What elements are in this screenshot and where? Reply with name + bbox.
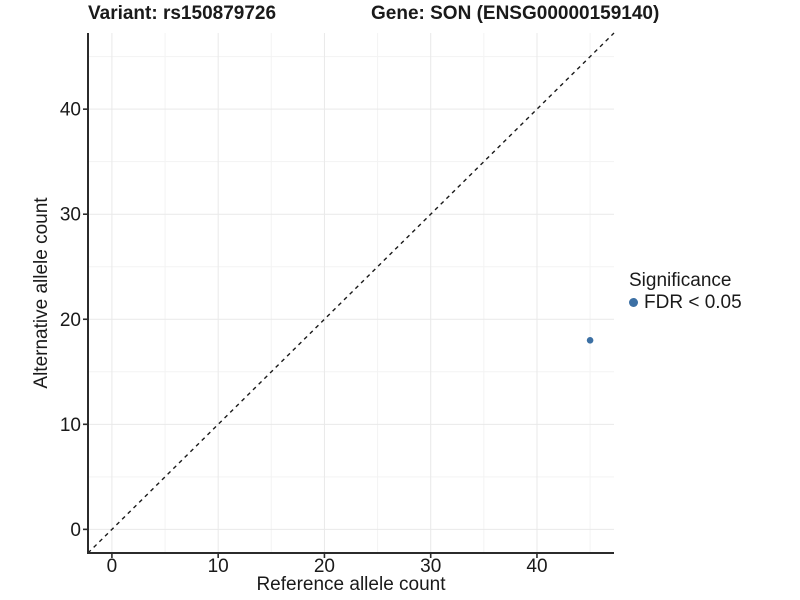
data-point [586, 336, 594, 344]
legend-entry: FDR < 0.05 [629, 292, 742, 313]
y-axis-title: Alternative allele count [31, 197, 52, 389]
x-tick-label: 0 [107, 556, 118, 577]
y-tick-label: 30 [60, 205, 81, 226]
x-tick-label: 20 [314, 556, 335, 577]
identity-line [87, 32, 615, 554]
legend: Significance FDR < 0.05 [629, 270, 742, 313]
x-tick-label: 30 [420, 556, 441, 577]
legend-title: Significance [629, 270, 732, 291]
y-tick-label: 0 [70, 520, 81, 541]
x-tick-label: 40 [526, 556, 547, 577]
x-tick-label: 10 [208, 556, 229, 577]
y-tick-label: 40 [60, 100, 81, 121]
y-tick-label: 20 [60, 310, 81, 331]
x-axis-title: Reference allele count [256, 574, 446, 595]
plot-title-gene: Gene: SON (ENSG00000159140) [371, 3, 660, 24]
legend-entry-label: FDR < 0.05 [644, 292, 742, 313]
y-tick-label: 10 [60, 415, 81, 436]
plot-title-variant: Variant: rs150879726 [88, 3, 277, 24]
legend-point-icon [629, 298, 638, 307]
